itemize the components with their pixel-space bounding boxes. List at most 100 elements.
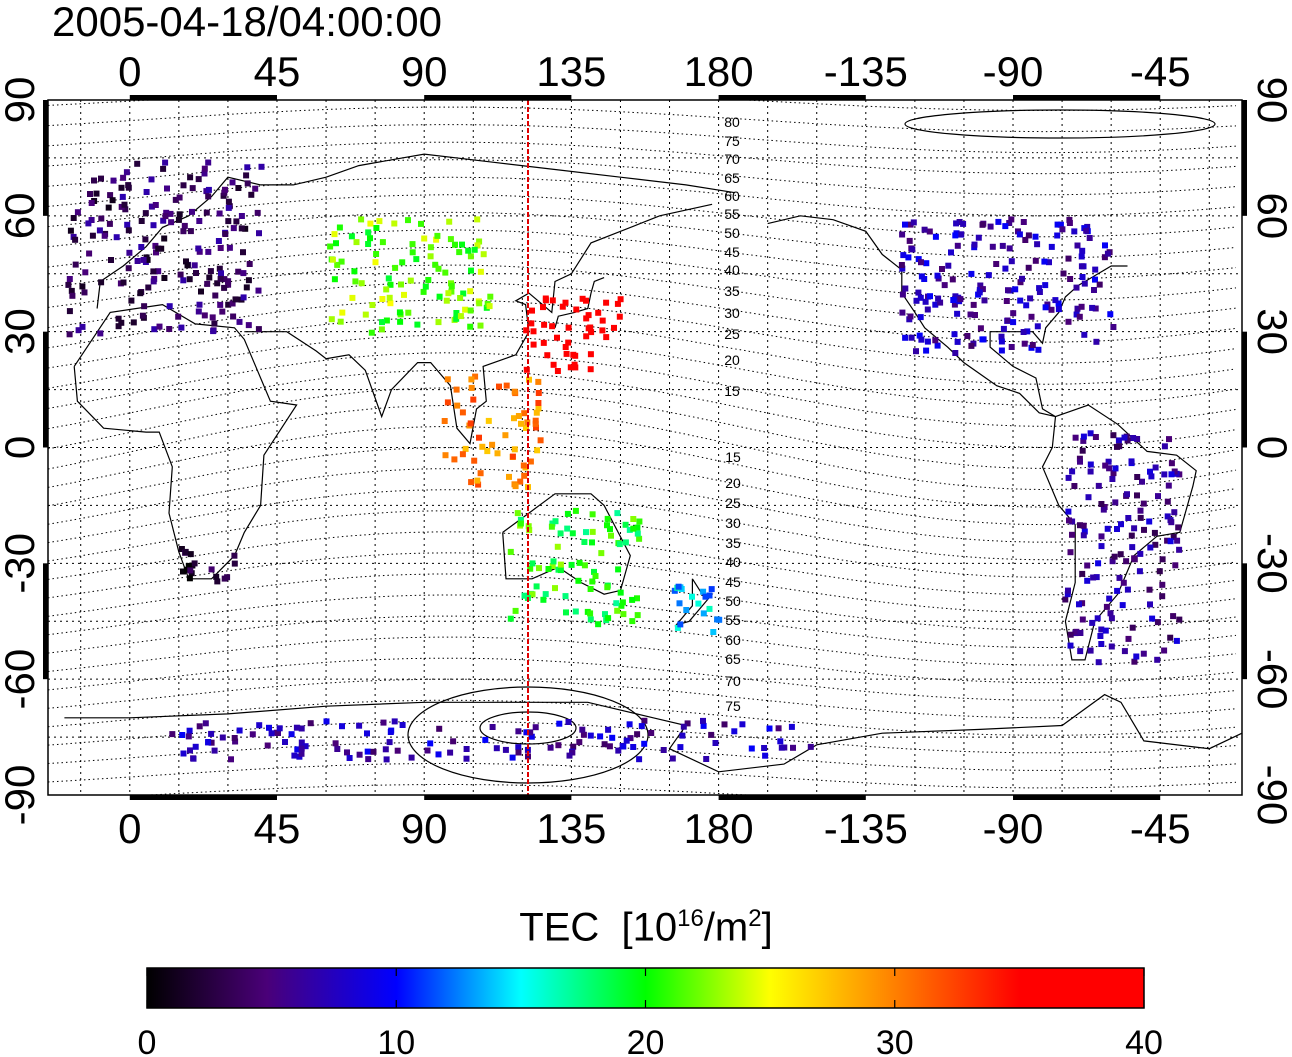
top-lon-tick-label: 135	[536, 48, 606, 95]
tec-cell	[167, 210, 174, 217]
tec-cell	[604, 522, 610, 529]
tec-cell	[572, 608, 579, 615]
mlat-label: 30	[724, 305, 740, 321]
tec-cell	[535, 390, 542, 396]
tec-cell	[899, 291, 906, 298]
tec-cell	[502, 432, 509, 439]
tec-cell	[917, 314, 924, 321]
tec-cell	[902, 221, 908, 228]
tec-cell	[1166, 436, 1172, 443]
tec-cell	[86, 250, 93, 257]
tec-cell	[615, 566, 622, 573]
tec-cell	[581, 539, 588, 545]
tec-cell	[471, 246, 478, 253]
tec-cell	[216, 210, 223, 217]
tec-cell	[899, 309, 906, 316]
tec-cell	[482, 736, 489, 743]
tec-cell	[344, 749, 350, 756]
tec-cell	[396, 309, 403, 316]
mlat-contour	[48, 573, 1237, 631]
tec-cell	[162, 159, 169, 166]
tec-cell	[636, 756, 643, 763]
tec-cell	[208, 739, 215, 746]
tec-cell	[435, 319, 442, 326]
tec-cell	[528, 320, 535, 327]
colorbar-tick-label: 30	[876, 1024, 914, 1057]
tec-cell	[1137, 507, 1144, 514]
mlat-label: 35	[725, 535, 741, 551]
tec-cell	[1084, 577, 1091, 584]
tec-cell	[255, 326, 262, 333]
tec-cell	[387, 300, 394, 307]
tec-cell	[115, 315, 122, 322]
tec-cell	[328, 316, 335, 323]
tec-cell	[264, 742, 271, 749]
tec-cell	[589, 528, 596, 535]
tec-cell	[924, 338, 931, 345]
tec-cell	[603, 334, 610, 341]
tec-cell	[1092, 305, 1099, 312]
tec-cell	[604, 515, 611, 522]
tec-cell	[484, 448, 491, 455]
mlat-contour	[48, 468, 1237, 543]
tec-cell	[134, 258, 141, 264]
tec-cell	[1067, 549, 1074, 556]
tec-cell	[1032, 233, 1039, 240]
tec-cell	[435, 265, 442, 272]
tec-cell	[298, 725, 305, 732]
tec-cell	[511, 446, 518, 453]
tec-cell	[453, 315, 460, 322]
tec-cell	[683, 607, 690, 613]
tec-cell	[398, 281, 404, 288]
tec-cell	[1096, 281, 1103, 288]
tec-cell	[195, 176, 202, 183]
tec-cell	[485, 417, 492, 424]
tec-cell	[115, 323, 122, 330]
coastline	[554, 277, 605, 328]
tec-cell	[476, 300, 483, 307]
tec-cell	[1140, 500, 1147, 507]
left-lat-tick-label: -30	[0, 533, 43, 594]
tec-cell	[1081, 528, 1088, 535]
tec-cell	[710, 629, 717, 635]
tec-cell	[1098, 533, 1105, 540]
tec-cell	[528, 733, 535, 740]
tec-cell	[457, 313, 464, 320]
tec-cell	[1079, 616, 1086, 623]
tec-cell	[918, 273, 925, 280]
tec-cell	[151, 326, 158, 333]
tec-cell	[1034, 241, 1041, 248]
tec-cell	[669, 755, 676, 762]
tec-cell	[1165, 482, 1172, 489]
tec-cell	[196, 301, 203, 308]
tec-cell	[69, 292, 76, 299]
tec-cell	[1008, 344, 1015, 350]
tec-cell	[418, 220, 424, 227]
tec-cell	[229, 179, 236, 186]
tec-cell	[468, 384, 475, 391]
tec-cell	[1093, 574, 1100, 581]
tec-cell	[1041, 258, 1048, 265]
mlat-contour	[48, 247, 1237, 301]
tec-cell	[1065, 587, 1071, 594]
tec-cell	[1159, 593, 1166, 600]
left-latitude-labels: 90 60 30 0 -30 -60 -90	[0, 77, 43, 826]
tec-cell	[178, 324, 185, 331]
tec-cell	[917, 294, 924, 301]
tec-cell	[434, 232, 441, 239]
tec-cell	[66, 308, 73, 315]
tec-cell	[137, 290, 144, 297]
mlat-contour	[48, 636, 1237, 684]
tec-cell	[72, 261, 79, 268]
tec-cell	[587, 610, 594, 617]
bottom-lon-tick-label: 45	[254, 805, 301, 852]
tec-cell	[526, 376, 532, 383]
tec-cell	[1134, 474, 1141, 480]
tec-cell	[999, 242, 1006, 249]
tec-cell	[346, 755, 353, 761]
tec-cell	[1106, 595, 1113, 602]
tec-cell	[533, 424, 539, 431]
map-timestamp: 2005-04-18/04:00:00	[52, 0, 442, 45]
tec-cell	[245, 277, 252, 284]
tec-cell	[620, 743, 627, 750]
